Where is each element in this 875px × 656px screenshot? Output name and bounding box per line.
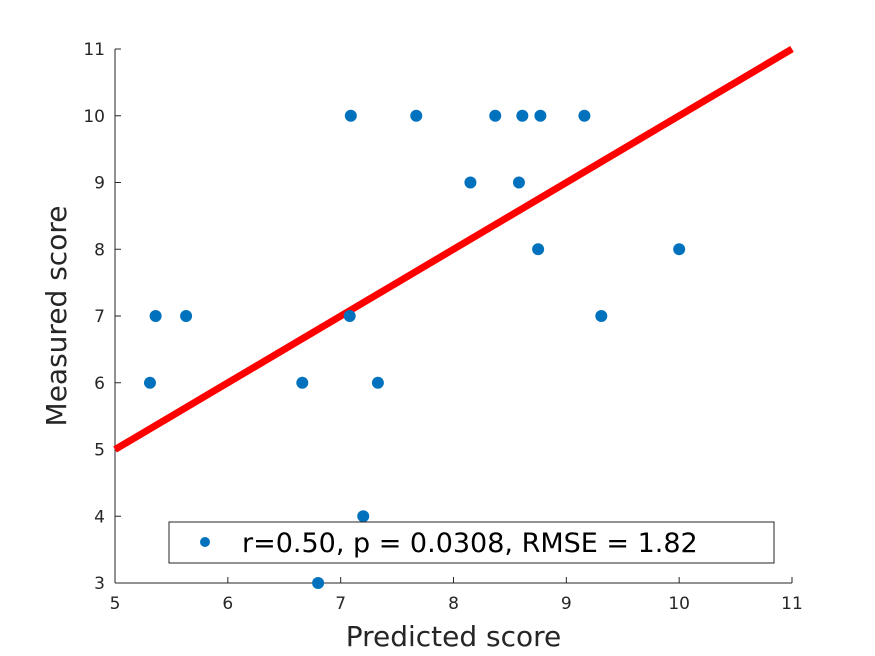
y-tick-label: 9 xyxy=(94,174,105,194)
y-tick-label: 4 xyxy=(94,507,105,527)
scatter-point xyxy=(578,109,591,122)
x-ticks: 5 6 7 8 9 10 11 xyxy=(110,577,803,614)
scatter-point xyxy=(532,243,545,256)
legend-entry-label: r=0.50, p = 0.0308, RMSE = 1.82 xyxy=(242,528,698,559)
x-tick-label: 10 xyxy=(668,594,690,614)
x-tick-label: 6 xyxy=(222,594,233,614)
x-tick-label: 11 xyxy=(781,594,803,614)
y-axis-label: Measured score xyxy=(40,206,73,427)
y-tick-label: 5 xyxy=(94,441,105,461)
y-tick-label: 6 xyxy=(94,374,105,394)
scatter-point xyxy=(296,376,309,389)
scatter-point xyxy=(180,310,193,322)
legend: r=0.50, p = 0.0308, RMSE = 1.82 xyxy=(168,521,775,564)
legend-box xyxy=(168,521,775,564)
scatter-point xyxy=(673,243,686,256)
scatter-point xyxy=(410,109,423,122)
scatter-point xyxy=(143,376,156,389)
scatter-point xyxy=(344,109,357,122)
x-axis-label: Predicted score xyxy=(346,620,562,653)
y-tick-label: 7 xyxy=(94,307,105,327)
y-tick-label: 11 xyxy=(83,40,105,60)
y-ticks: 3 4 5 6 7 8 9 10 11 xyxy=(83,40,121,594)
scatter-point xyxy=(343,310,356,322)
x-tick-label: 5 xyxy=(110,594,121,614)
y-tick-label: 8 xyxy=(94,240,105,260)
scatter-point xyxy=(357,510,370,523)
identity-line xyxy=(113,45,794,453)
scatter-point xyxy=(516,109,529,122)
line-layer xyxy=(113,45,794,453)
y-tick-label: 10 xyxy=(83,107,105,127)
axes: 5 6 7 8 9 10 11 3 4 5 6 7 8 9 10 11 xyxy=(83,40,802,614)
legend-marker xyxy=(200,537,210,547)
y-tick-label: 3 xyxy=(94,574,105,594)
scatter-point xyxy=(534,109,547,122)
x-tick-label: 7 xyxy=(335,594,346,614)
x-tick-label: 9 xyxy=(561,594,572,614)
scatter-points xyxy=(143,109,686,589)
scatter-point xyxy=(464,176,477,189)
x-tick-label: 8 xyxy=(448,594,459,614)
scatter-point xyxy=(149,310,162,322)
scatter-point xyxy=(371,376,384,389)
scatter-point xyxy=(595,310,608,322)
scatter-point xyxy=(489,109,502,122)
scatter-point xyxy=(512,176,525,189)
scatter-point xyxy=(312,577,325,589)
